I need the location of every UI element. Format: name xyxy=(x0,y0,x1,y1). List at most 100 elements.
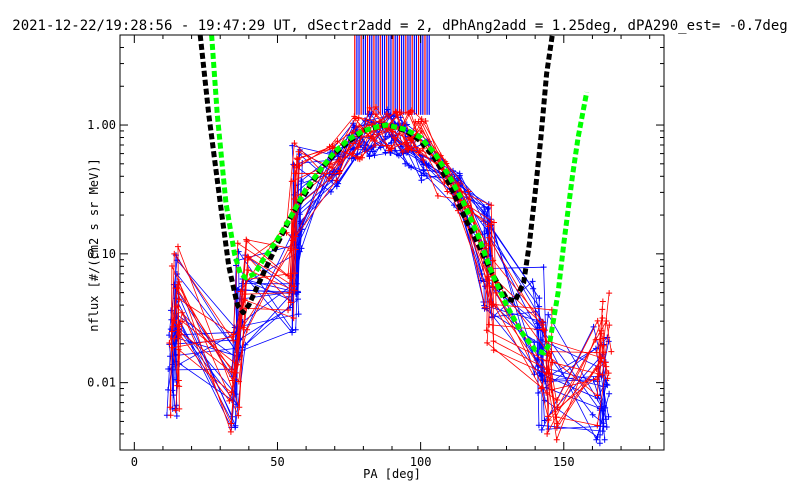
point-marker xyxy=(608,348,615,355)
point-marker xyxy=(493,301,500,308)
point-marker xyxy=(385,147,392,154)
point-marker xyxy=(295,289,302,296)
series-line-red xyxy=(169,106,612,409)
point-marker xyxy=(589,411,596,418)
point-marker xyxy=(538,426,545,433)
point-marker xyxy=(243,238,250,245)
point-marker xyxy=(412,118,419,125)
point-marker xyxy=(465,196,472,203)
series-line-blue xyxy=(172,124,605,432)
point-marker xyxy=(545,413,552,420)
point-marker xyxy=(488,221,495,228)
point-marker xyxy=(599,371,606,378)
point-marker xyxy=(234,240,241,247)
point-marker xyxy=(169,344,176,351)
point-marker xyxy=(285,307,292,314)
point-marker xyxy=(171,250,178,257)
point-marker xyxy=(554,420,561,427)
point-marker xyxy=(425,161,432,168)
point-marker xyxy=(543,389,550,396)
point-marker xyxy=(606,290,613,297)
point-marker xyxy=(484,339,491,346)
point-marker xyxy=(535,422,542,429)
point-marker xyxy=(392,108,399,115)
plot-frame xyxy=(119,34,665,451)
point-marker xyxy=(544,430,551,437)
point-marker xyxy=(485,234,492,241)
point-marker xyxy=(173,402,180,409)
point-marker xyxy=(228,389,235,396)
point-marker xyxy=(549,359,556,366)
point-marker xyxy=(372,111,379,118)
point-marker xyxy=(599,298,606,305)
point-marker xyxy=(174,243,181,250)
series-line-red xyxy=(170,106,604,418)
point-marker xyxy=(175,346,182,353)
point-marker xyxy=(172,407,179,414)
point-marker xyxy=(405,145,412,152)
point-marker xyxy=(418,177,425,184)
point-marker xyxy=(295,148,302,155)
y-tick-label: 0.10 xyxy=(87,247,116,261)
point-marker xyxy=(166,404,173,411)
point-marker xyxy=(229,377,236,384)
point-marker xyxy=(328,165,335,172)
point-marker xyxy=(604,382,611,389)
point-marker xyxy=(244,256,251,263)
point-marker xyxy=(285,272,292,279)
point-marker xyxy=(481,204,488,211)
point-marker xyxy=(406,162,413,169)
point-marker xyxy=(545,311,552,318)
point-marker xyxy=(294,156,301,163)
point-marker xyxy=(538,384,545,391)
point-marker xyxy=(171,335,178,342)
point-marker xyxy=(602,359,609,366)
point-marker xyxy=(234,361,241,368)
point-marker xyxy=(372,104,379,111)
point-marker xyxy=(597,431,604,438)
point-marker xyxy=(416,148,423,155)
series-line-red xyxy=(172,120,610,382)
point-marker xyxy=(407,109,414,116)
point-marker xyxy=(538,385,545,392)
point-marker xyxy=(165,365,172,372)
point-marker xyxy=(548,348,555,355)
x-tick-label: 0 xyxy=(131,455,138,469)
point-marker xyxy=(366,153,373,160)
point-marker xyxy=(290,236,297,243)
point-marker xyxy=(605,370,612,377)
point-marker xyxy=(600,420,607,427)
point-marker xyxy=(289,329,296,336)
point-marker xyxy=(349,150,356,157)
point-marker xyxy=(243,236,250,243)
series-line-red xyxy=(178,117,605,442)
point-marker xyxy=(412,144,419,151)
point-marker xyxy=(529,278,536,285)
point-marker xyxy=(423,172,430,179)
point-marker xyxy=(545,417,552,424)
point-marker xyxy=(329,143,336,150)
point-marker xyxy=(168,263,175,270)
y-tick-label: 0.01 xyxy=(87,376,116,390)
point-marker xyxy=(605,413,612,420)
point-marker xyxy=(352,115,359,122)
series-line-red xyxy=(174,140,603,402)
point-marker xyxy=(291,287,298,294)
point-marker xyxy=(603,381,610,388)
point-marker xyxy=(485,242,492,249)
point-marker xyxy=(593,436,600,443)
point-marker xyxy=(603,318,610,325)
point-marker xyxy=(395,152,402,159)
point-marker xyxy=(173,412,180,419)
point-marker xyxy=(167,412,174,419)
series-line-red xyxy=(174,111,602,429)
axes: 0 50 100 150 0.01 0.10 1.00 xyxy=(87,34,664,469)
point-marker xyxy=(600,407,607,414)
x-tick-label: 50 xyxy=(270,455,284,469)
point-marker xyxy=(295,311,302,318)
point-marker xyxy=(488,202,495,209)
point-marker xyxy=(286,289,293,296)
point-marker xyxy=(490,347,497,354)
point-marker xyxy=(599,428,606,435)
